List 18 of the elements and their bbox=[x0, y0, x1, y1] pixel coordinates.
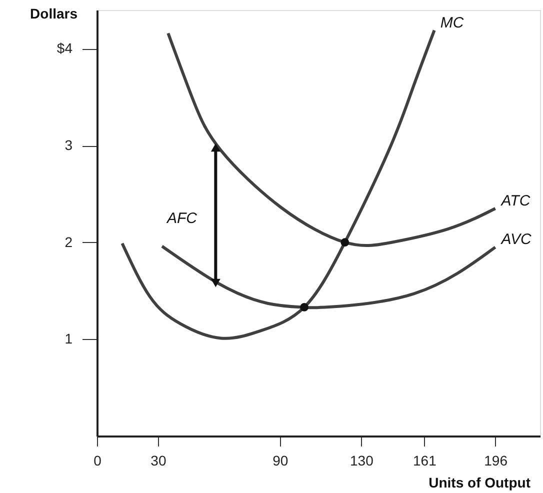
x-axis-title: Units of Output bbox=[428, 474, 531, 490]
x-tick-label: 0 bbox=[94, 452, 102, 468]
series-label: AVC bbox=[500, 231, 532, 248]
x-tick-label: 161 bbox=[412, 452, 437, 468]
x-tick-label: 90 bbox=[272, 452, 288, 468]
x-tick-label: 196 bbox=[484, 452, 508, 468]
x-tick-label: 130 bbox=[350, 452, 374, 468]
annotation: AFC bbox=[166, 210, 198, 227]
series-label: MC bbox=[440, 14, 464, 32]
y-axis-title: Dollars bbox=[30, 6, 78, 22]
y-tick-label: 1 bbox=[64, 330, 73, 347]
point bbox=[340, 238, 350, 247]
y-tick-label: 2 bbox=[64, 234, 73, 250]
y-tick-label: 3 bbox=[64, 137, 73, 154]
point bbox=[300, 303, 308, 312]
x-tick-label: 30 bbox=[150, 452, 166, 468]
series-label: ATC bbox=[500, 192, 530, 210]
y-tick-label: $4 bbox=[56, 40, 73, 56]
